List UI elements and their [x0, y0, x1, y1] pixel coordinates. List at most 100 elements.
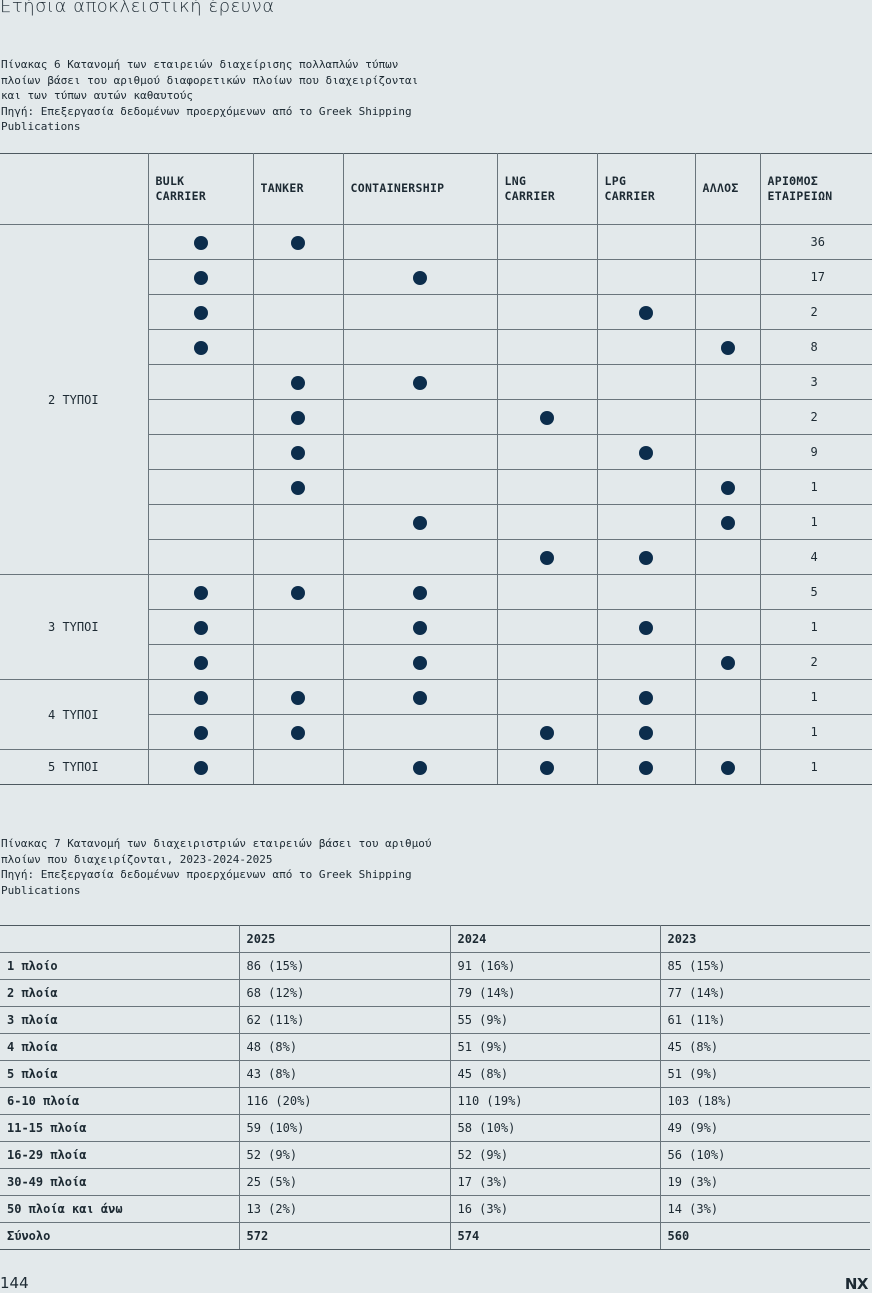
table6-cell	[596, 504, 696, 540]
table7-value: 52 (9%)	[449, 1141, 661, 1169]
table6-cell	[342, 749, 498, 785]
table7-row-label: 1 πλοίο	[0, 952, 240, 980]
filled-dot-icon	[193, 341, 208, 355]
table7-value: 56 (10%)	[659, 1141, 870, 1169]
table6-cell	[496, 644, 598, 680]
table6-cell	[596, 259, 696, 295]
table6-cell	[496, 609, 598, 645]
table6-row: 2	[0, 399, 872, 435]
table6-company-count: 2	[759, 399, 872, 435]
filled-dot-icon	[193, 691, 208, 705]
table7-value: 572	[238, 1222, 451, 1250]
table6-cell	[342, 224, 498, 260]
table6-row: 3	[0, 364, 872, 400]
table7-value: 45 (8%)	[659, 1033, 870, 1061]
table7-header-blank	[0, 925, 240, 953]
table7-value: 19 (3%)	[659, 1168, 870, 1196]
table6: BULK CARRIER TANKER CONTAINERSHIP LNG CARRI…	[0, 153, 872, 785]
table7-year-header: 2023	[659, 925, 870, 953]
table6-cell	[342, 469, 498, 505]
table6-company-count: 1	[759, 504, 872, 540]
table6-cell	[252, 749, 344, 785]
table6-cell	[694, 679, 761, 715]
table6-group-label: 5 ΤΥΠΟΙ	[0, 749, 149, 785]
table6-cell	[496, 329, 598, 365]
table7-value: 61 (11%)	[659, 1006, 870, 1034]
table6-company-count: 8	[759, 329, 872, 365]
table6-group-label: 2 ΤΥΠΟΙ	[0, 224, 149, 575]
filled-dot-icon	[413, 376, 427, 390]
table6-group-label: 3 ΤΥΠΟΙ	[0, 574, 149, 680]
table7-value: 52 (9%)	[238, 1141, 451, 1169]
table7-row: 4 πλοία 48 (8%) 51 (9%) 45 (8%)	[0, 1033, 870, 1061]
table6-cell	[694, 434, 761, 470]
filled-dot-icon	[413, 656, 427, 670]
table6-company-count: 3	[759, 364, 872, 400]
table6-cell	[252, 679, 344, 715]
table6-cell	[342, 294, 498, 330]
table6-cell	[694, 364, 761, 400]
table7-value: 574	[449, 1222, 661, 1250]
table7: 2025 2024 2023 1 πλοίο 86 (15%) 91 (16%) 85 (…	[0, 925, 870, 1250]
filled-dot-icon	[720, 481, 735, 495]
filled-dot-icon	[720, 761, 735, 775]
page-number: 144	[0, 1274, 29, 1292]
table6-header-blank	[0, 153, 149, 225]
table6-cell	[148, 714, 254, 750]
table7-body: 1 πλοίο 86 (15%) 91 (16%) 85 (15%) 2 πλοία 68…	[0, 952, 870, 1250]
table6-company-count: 2	[759, 644, 872, 680]
table6-cell	[252, 224, 344, 260]
table6-cell	[252, 609, 344, 645]
filled-dot-icon	[193, 586, 208, 600]
table6-cell	[496, 399, 598, 435]
table6-cell	[496, 539, 598, 575]
table7-caption-block: Πίνακας 7 Κατανομή των διαχειριστριών ετ…	[1, 836, 431, 898]
filled-dot-icon	[540, 411, 554, 425]
table6-cell	[496, 294, 598, 330]
table7-value: 49 (9%)	[659, 1114, 870, 1142]
table6-cell	[496, 714, 598, 750]
table6-cell	[694, 259, 761, 295]
table6-cell	[148, 364, 254, 400]
filled-dot-icon	[413, 621, 427, 635]
table6-cell	[596, 434, 696, 470]
table7-value: 103 (18%)	[659, 1087, 870, 1115]
table7-row: 1 πλοίο 86 (15%) 91 (16%) 85 (15%)	[0, 952, 870, 980]
table7-value: 85 (15%)	[659, 952, 870, 980]
table6-company-count: 1	[759, 679, 872, 715]
filled-dot-icon	[193, 236, 208, 250]
table6-company-count: 5	[759, 574, 872, 610]
table6-cell	[596, 364, 696, 400]
table7-row-label: 3 πλοία	[0, 1006, 240, 1034]
table7-source: Πηγή: Επεξεργασία δεδομένων προερχόμενων…	[1, 868, 412, 897]
page-title: Ετήσια αποκλειστική έρευνα	[0, 0, 275, 17]
table6-cell	[596, 679, 696, 715]
table6-cell	[496, 364, 598, 400]
table6-cell	[694, 469, 761, 505]
table6-cell	[252, 644, 344, 680]
table6-cell	[342, 679, 498, 715]
table6-cell	[148, 294, 254, 330]
table6-company-count: 17	[759, 259, 872, 295]
table7-value: 58 (10%)	[449, 1114, 661, 1142]
table6-cell	[596, 644, 696, 680]
filled-dot-icon	[720, 341, 735, 355]
filled-dot-icon	[413, 761, 427, 775]
table6-cell	[342, 714, 498, 750]
filled-dot-icon	[193, 656, 208, 670]
table6-body: 2 ΤΥΠΟΙ 36 17 2 8 3 2 9 1 1 4 3 ΤΥΠΟΙ 5 1 2 4 ΤΥΠΟΙ 1 1 5 …	[0, 224, 872, 785]
table6-cell	[252, 714, 344, 750]
table7-year-header: 2025	[238, 925, 451, 953]
table7-value: 43 (8%)	[238, 1060, 451, 1088]
table6-cell	[252, 504, 344, 540]
table7-value: 51 (9%)	[659, 1060, 870, 1088]
table6-cell	[148, 504, 254, 540]
filled-dot-icon	[540, 761, 554, 775]
table6-cell	[342, 504, 498, 540]
table6-cell	[252, 574, 344, 610]
table6-cell	[694, 539, 761, 575]
table6-row: 1	[0, 714, 872, 750]
table6-cell	[596, 574, 696, 610]
table6-cell	[342, 329, 498, 365]
filled-dot-icon	[193, 621, 208, 635]
